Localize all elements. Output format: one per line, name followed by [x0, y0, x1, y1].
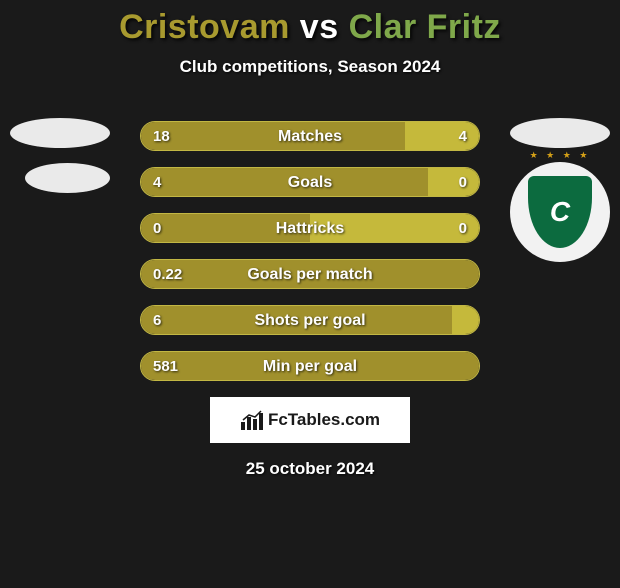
bar-segment-left: [141, 260, 479, 288]
stats-bars: Matches184 Goals40 Hattricks00 Goals per ma…: [140, 121, 480, 381]
bar-segment-right: [405, 122, 479, 150]
stat-bar: Hattricks00: [140, 213, 480, 243]
club-shield-icon: C: [528, 176, 592, 248]
bar-segment-left: [141, 306, 452, 334]
bar-segment-right: [428, 168, 479, 196]
bar-segment-left: [141, 168, 428, 196]
player2-name: Clar Fritz: [349, 8, 501, 46]
player2-badge: ★ ★ ★ ★ C: [510, 118, 610, 218]
badge-blank-icon: [10, 118, 110, 148]
comparison-title: Cristovam vs Clar Fritz: [0, 8, 620, 47]
badge-blank-icon: [25, 163, 110, 193]
brand-text: FcTables.com: [268, 410, 380, 430]
bar-segment-left: [141, 352, 479, 380]
brand-chart-icon: [240, 410, 264, 430]
club-logo: ★ ★ ★ ★ C: [510, 162, 610, 262]
player1-name: Cristovam: [119, 8, 290, 46]
stat-bar: Min per goal581: [140, 351, 480, 381]
bar-segment-left: [141, 122, 405, 150]
stat-bar: Goals per match0.22: [140, 259, 480, 289]
date-text: 25 october 2024: [0, 459, 620, 479]
stat-bar: Matches184: [140, 121, 480, 151]
bar-segment-right: [452, 306, 479, 334]
brand-box: FcTables.com: [210, 397, 410, 443]
stat-bar: Goals40: [140, 167, 480, 197]
player1-badge: [10, 118, 110, 218]
bar-segment-left: [141, 214, 310, 242]
vs-text: vs: [300, 8, 339, 46]
badge-blank-icon: [510, 118, 610, 148]
club-stars-icon: ★ ★ ★ ★: [510, 150, 610, 161]
bar-segment-right: [310, 214, 479, 242]
subtitle: Club competitions, Season 2024: [0, 57, 620, 77]
club-letter: C: [550, 196, 570, 228]
stat-bar: Shots per goal6: [140, 305, 480, 335]
